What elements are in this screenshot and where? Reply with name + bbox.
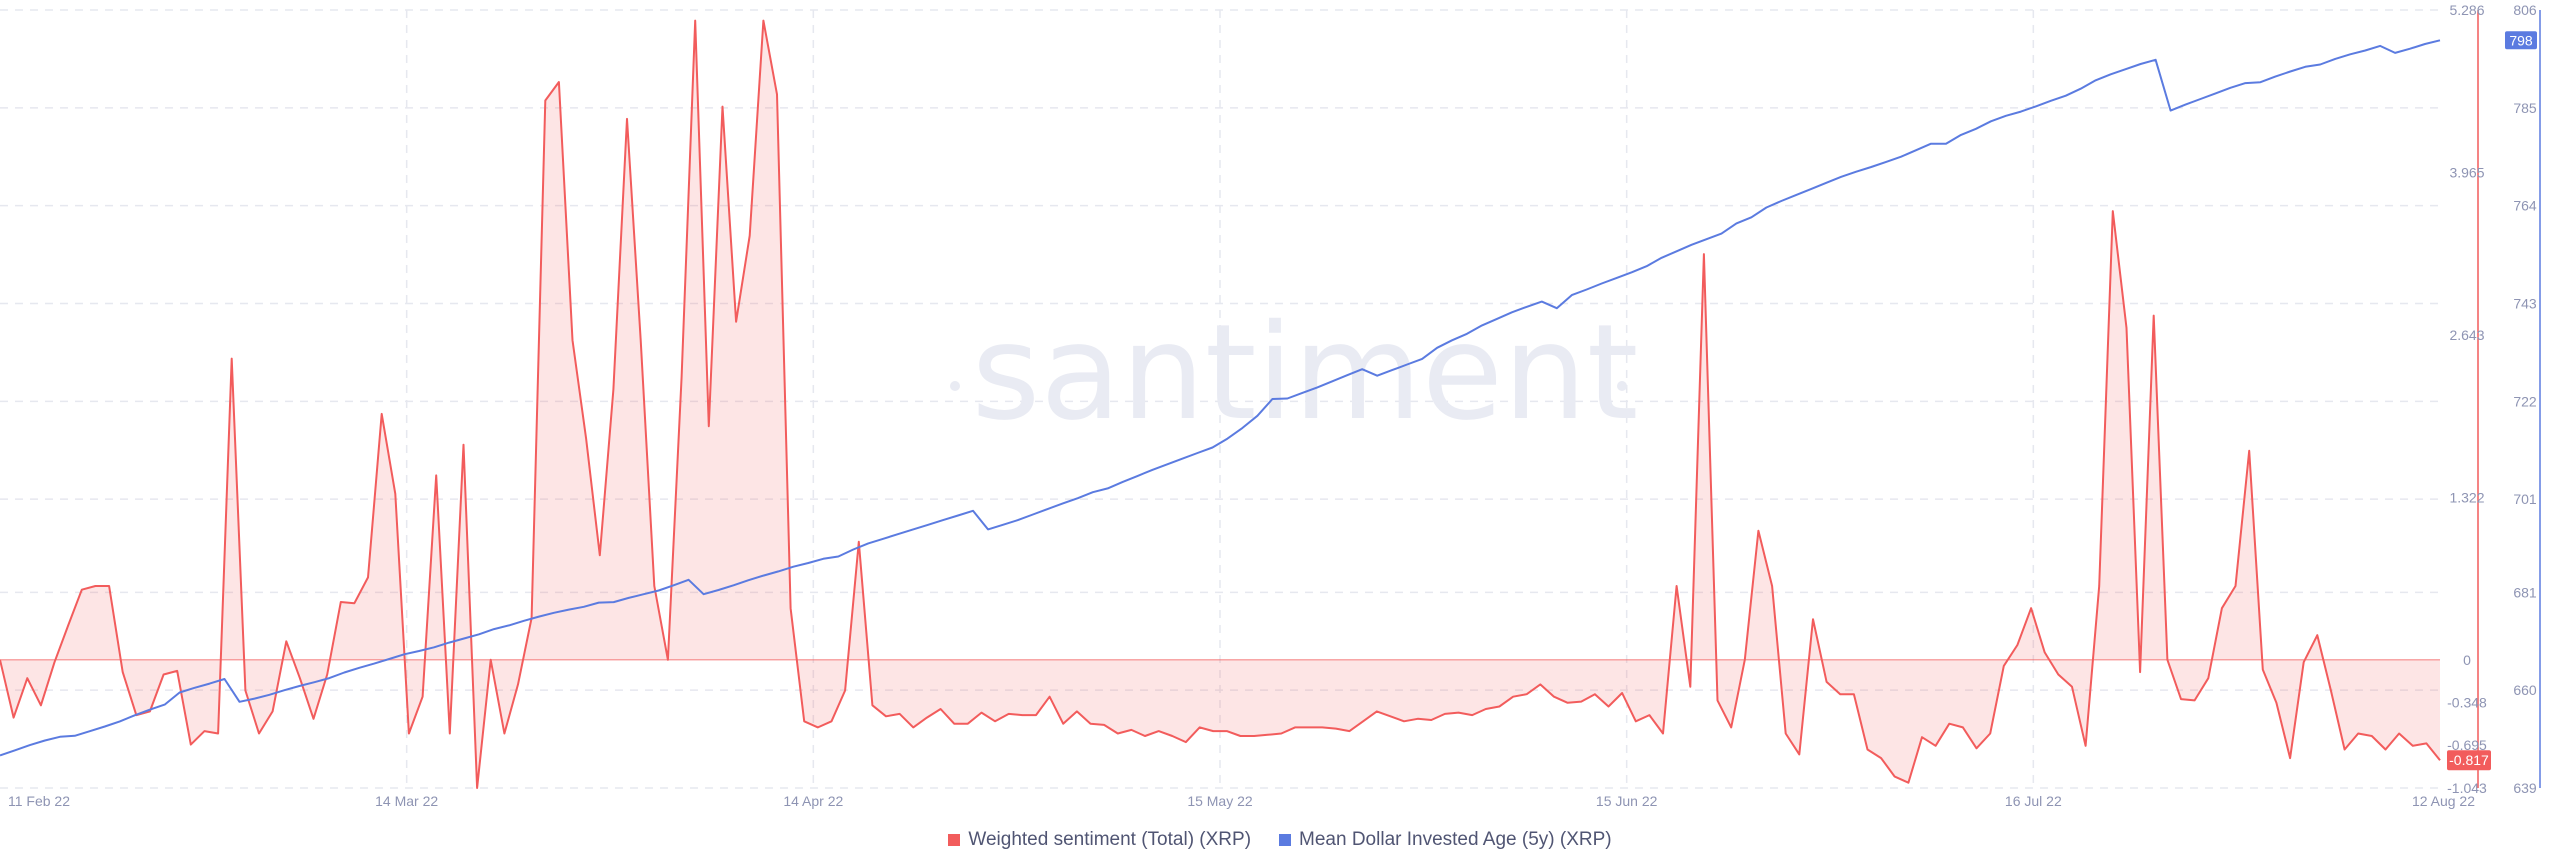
sentiment-tick-label: 3.965 [2449,164,2484,180]
sentiment-dmia-chart: santiment 5.2863.9652.6431.3220-0.348-0.… [0,2,2541,809]
date-axis: 11 Feb 22 14 Mar 22 14 Apr 22 15 May 22 15 J… [8,793,2475,809]
dmia-last-badge [2505,31,2537,50]
date-tick-label: 15 May 22 [1187,793,1253,809]
date-tick-label: 14 Apr 22 [783,793,843,809]
dmia-tick-label: 806 [2513,2,2537,18]
legend-swatch-dmia [1279,834,1292,846]
sentiment-series [0,19,2441,789]
date-tick-label: 14 Mar 22 [375,793,438,809]
dmia-line [0,39,2441,757]
dmia-tick-label: 764 [2513,198,2537,214]
date-tick-label: 15 Jun 22 [1596,793,1658,809]
dmia-tick-label: 660 [2513,682,2537,698]
sentiment-tick-label: -0.695 [2447,737,2487,753]
dmia-tick-label: 701 [2513,491,2537,507]
chart-legend: Weighted sentiment (Total) (XRP) Mean Do… [0,828,2560,852]
sentiment-line [0,19,2441,789]
dmia-last-badge-label: 798 [2509,32,2533,48]
legend-label-dmia: Mean Dollar Invested Age (5y) (XRP) [1299,829,1612,850]
santiment-watermark: santiment [972,296,1639,450]
sentiment-last-badge [2447,750,2491,771]
legend-item-dmia[interactable]: Mean Dollar Invested Age (5y) (XRP) [1279,829,1612,851]
sentiment-axis: 5.286 3.965 2.643 1.322 0 -0.348 -0.695 -1.043 [2447,2,2487,796]
sentiment-tick-label: 5.286 [2449,2,2484,18]
watermark-dot-right [1617,381,1627,391]
watermark-dot-left [950,381,960,391]
dmia-tick-label: 785 [2513,100,2537,116]
sentiment-area [0,20,2440,789]
legend-swatch-sentiment [948,834,961,846]
dmia-tick-label: 743 [2513,295,2537,311]
sentiment-tick-label: 1.322 [2449,489,2484,505]
sentiment-tick-label: -0.348 [2447,695,2487,711]
last-value-badges: -0.817 798 [2447,31,2537,771]
dmia-series [0,39,2441,757]
legend-label-sentiment: Weighted sentiment (Total) (XRP) [968,829,1252,850]
sentiment-tick-label: -1.043 [2447,780,2487,796]
chart-grid [0,9,2440,789]
sentiment-tick-label: 2.643 [2449,327,2484,343]
dmia-tick-label: 681 [2513,584,2537,600]
legend-item-sentiment[interactable]: Weighted sentiment (Total) (XRP) [948,829,1251,851]
dmia-tick-label: 639 [2513,780,2537,796]
sentiment-tick-label: 0 [2463,652,2471,668]
dmia-tick-label: 722 [2513,393,2537,409]
sentiment-last-badge-label: -0.817 [2449,752,2489,768]
dmia-axis: 806 785 764 743 722 701 681 660 639 [2513,2,2541,796]
date-tick-label: 12 Aug 22 [2412,793,2475,809]
date-tick-label: 16 Jul 22 [2005,793,2062,809]
date-tick-label: 11 Feb 22 [8,793,70,809]
